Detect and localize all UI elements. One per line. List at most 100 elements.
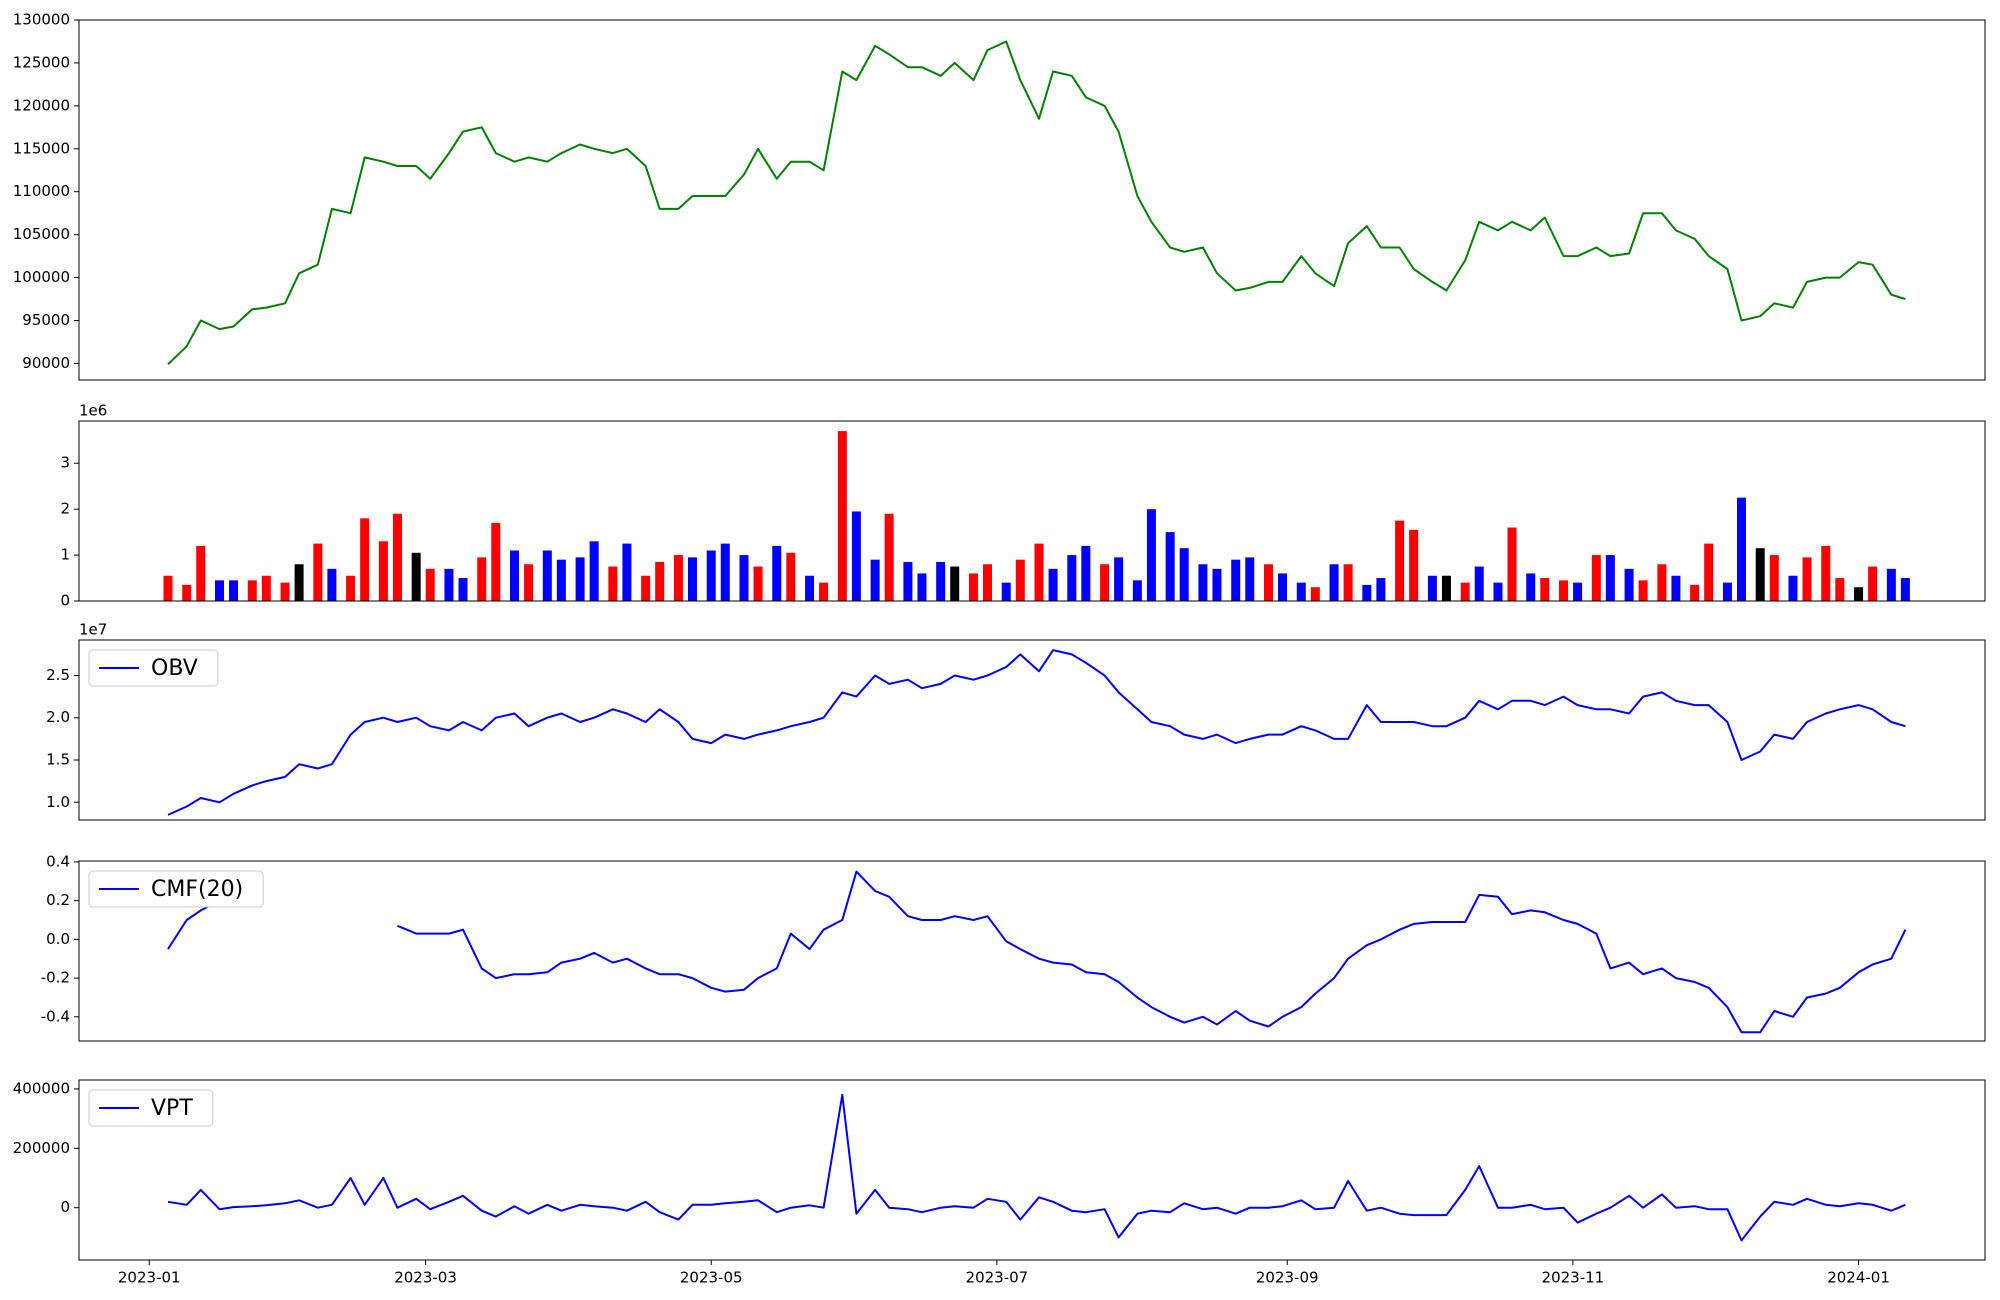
bar <box>1001 582 1011 601</box>
y-tick-label: 200000 <box>13 1139 70 1157</box>
y-tick-label: 2.5 <box>46 666 70 684</box>
panel-frame <box>78 639 1986 821</box>
bar <box>1526 573 1536 601</box>
offset-label: 1e7 <box>79 621 107 639</box>
bar <box>411 552 421 601</box>
bar <box>608 566 618 601</box>
bar <box>1179 548 1189 601</box>
bar <box>720 543 730 601</box>
bar <box>917 573 927 601</box>
bar <box>313 543 323 601</box>
y-tick-label: 0 <box>60 1198 70 1216</box>
bar <box>1573 582 1583 601</box>
legend: CMF(20) <box>88 870 264 908</box>
bar <box>1821 545 1831 601</box>
bar <box>655 561 665 601</box>
line <box>167 40 1906 366</box>
bar <box>687 557 697 601</box>
y-tick-label: 1.0 <box>46 793 70 811</box>
bar <box>575 557 585 601</box>
x-tick-label: 2023-03 <box>394 1269 457 1287</box>
bar <box>589 541 599 601</box>
bar <box>1460 582 1470 601</box>
bar <box>378 541 388 601</box>
bar <box>542 550 552 601</box>
bar <box>1395 520 1405 601</box>
bar <box>1067 555 1077 601</box>
y-tick-label: 0 <box>60 592 70 610</box>
bar <box>510 550 520 601</box>
bar <box>1231 559 1241 601</box>
legend-label: VPT <box>151 1096 193 1121</box>
y-tick-label: 105000 <box>13 225 70 243</box>
x-tick-label: 2023-01 <box>118 1269 181 1287</box>
bar <box>819 582 829 601</box>
legend-box <box>88 649 219 687</box>
y-tick-label: 400000 <box>13 1079 70 1097</box>
x-tick-label: 2023-11 <box>1542 1269 1605 1287</box>
bar <box>641 575 651 601</box>
y-tick-label: 2 <box>60 500 70 518</box>
y-tick-label: 0.0 <box>46 930 70 948</box>
bar <box>1559 580 1569 601</box>
x-tick-label: 2023-07 <box>966 1269 1029 1287</box>
bar <box>1736 497 1746 601</box>
bar <box>1671 575 1681 601</box>
bar <box>1212 568 1222 601</box>
bar <box>1132 580 1142 601</box>
bar <box>1868 566 1878 601</box>
bar <box>753 566 763 601</box>
legend-box <box>88 870 264 908</box>
bar <box>261 575 271 601</box>
bar <box>1245 557 1255 601</box>
bar <box>1329 564 1339 601</box>
bar <box>772 545 782 601</box>
bar <box>1165 532 1175 601</box>
y-tick-label: 95000 <box>22 311 70 329</box>
bar <box>1015 559 1025 601</box>
bar <box>1296 582 1306 601</box>
bar <box>622 543 632 601</box>
bar <box>458 578 468 601</box>
bar <box>229 580 239 601</box>
legend-label: OBV <box>151 656 198 681</box>
bar <box>1310 587 1320 601</box>
bar <box>1769 555 1779 601</box>
y-tick-label: 0.2 <box>46 891 70 909</box>
bar <box>1263 564 1273 601</box>
bar <box>805 575 815 601</box>
bar <box>1048 568 1058 601</box>
bar <box>1474 566 1484 601</box>
y-tick-label: 125000 <box>13 53 70 71</box>
bar <box>280 582 290 601</box>
bar <box>1704 543 1714 601</box>
bar <box>1507 527 1517 601</box>
bar <box>1146 509 1156 601</box>
bar <box>837 431 847 601</box>
bar <box>1624 568 1634 601</box>
y-tick-label: -0.4 <box>41 1007 70 1025</box>
y-tick-label: 1.5 <box>46 751 70 769</box>
bar <box>392 513 402 601</box>
bar <box>477 557 487 601</box>
bar <box>1114 557 1124 601</box>
bar <box>1081 545 1091 601</box>
bar <box>1409 529 1419 601</box>
bar <box>950 566 960 601</box>
y-tick-label: 2.0 <box>46 708 70 726</box>
bar <box>903 561 913 601</box>
bar <box>706 550 716 601</box>
panel-frame <box>78 1079 1986 1261</box>
bar <box>346 575 356 601</box>
bar <box>1900 578 1910 601</box>
y-tick-label: 115000 <box>13 139 70 157</box>
y-tick-label: 1 <box>60 546 70 564</box>
legend-label: CMF(20) <box>151 877 243 902</box>
bar <box>327 568 337 601</box>
bar <box>1540 578 1550 601</box>
panel-frame <box>78 420 1986 602</box>
bar <box>1362 584 1372 601</box>
y-tick-label: 90000 <box>22 354 70 372</box>
bar <box>1802 557 1812 601</box>
